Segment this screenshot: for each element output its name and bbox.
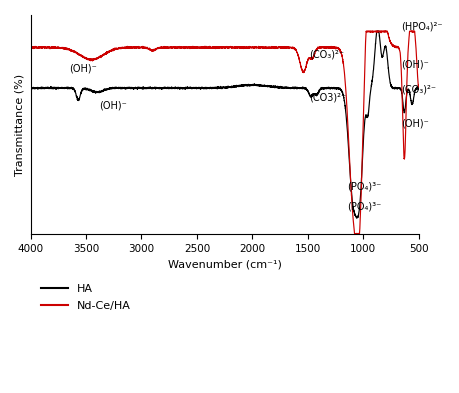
Text: (OH)⁻: (OH)⁻ bbox=[69, 64, 97, 74]
Text: (HPO₄)²⁻: (HPO₄)²⁻ bbox=[401, 21, 442, 31]
Text: (OH)⁻: (OH)⁻ bbox=[99, 100, 127, 110]
Text: (OH)⁻: (OH)⁻ bbox=[401, 119, 429, 129]
Y-axis label: Transmittance (%): Transmittance (%) bbox=[15, 73, 25, 176]
Text: (CO₃)²⁻: (CO₃)²⁻ bbox=[309, 50, 344, 60]
X-axis label: Wavenumber (cm⁻¹): Wavenumber (cm⁻¹) bbox=[168, 259, 281, 270]
Text: (CO₃)²⁻: (CO₃)²⁻ bbox=[401, 84, 436, 94]
Legend: HA, Nd-Ce/HA: HA, Nd-Ce/HA bbox=[36, 279, 135, 316]
Text: (PO₄)³⁻: (PO₄)³⁻ bbox=[347, 202, 381, 212]
Text: (CO3)²⁻: (CO3)²⁻ bbox=[309, 92, 346, 102]
Text: (PO₄)³⁻: (PO₄)³⁻ bbox=[347, 182, 381, 191]
Text: (OH)⁻: (OH)⁻ bbox=[401, 60, 429, 70]
